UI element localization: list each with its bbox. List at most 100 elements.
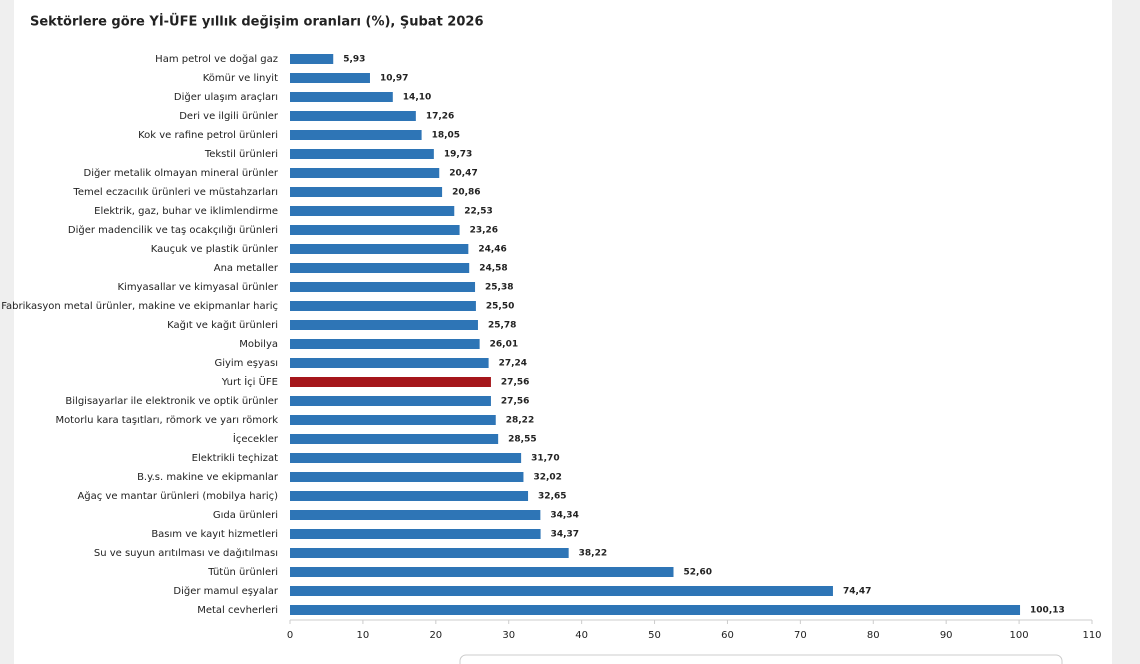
value-label: 25,38 bbox=[485, 283, 513, 293]
value-label: 52,60 bbox=[684, 568, 712, 578]
bar bbox=[290, 73, 370, 83]
bar bbox=[290, 244, 469, 254]
value-label: 32,65 bbox=[538, 492, 566, 502]
value-label: 100,13 bbox=[1030, 606, 1065, 616]
bar bbox=[290, 548, 569, 558]
value-label: 27,56 bbox=[501, 397, 529, 407]
category-label: Fabrikasyon metal ürünler, makine ve eki… bbox=[1, 301, 278, 312]
category-label: Metal cevherleri bbox=[197, 605, 278, 616]
category-label: Ana metaller bbox=[214, 263, 279, 274]
x-tick-label: 80 bbox=[867, 630, 880, 641]
category-label: Gıda ürünleri bbox=[213, 510, 278, 521]
category-label: Tütün ürünleri bbox=[207, 567, 278, 578]
category-label: Deri ve ilgili ürünler bbox=[179, 111, 279, 122]
bar bbox=[290, 111, 416, 121]
category-label: Motorlu kara taşıtları, römork ve yarı r… bbox=[55, 415, 278, 426]
x-tick-label: 50 bbox=[648, 630, 661, 641]
x-tick-label: 110 bbox=[1082, 630, 1101, 641]
value-label: 28,55 bbox=[508, 435, 536, 445]
x-tick-label: 10 bbox=[357, 630, 370, 641]
bar bbox=[290, 206, 455, 216]
bar bbox=[290, 187, 443, 197]
category-label: Ağaç ve mantar ürünleri (mobilya hariç) bbox=[77, 490, 278, 502]
bar bbox=[290, 263, 470, 273]
bar bbox=[290, 605, 1021, 615]
x-tick-label: 60 bbox=[721, 630, 734, 641]
value-label: 18,05 bbox=[432, 131, 460, 141]
category-label: Kauçuk ve plastik ürünler bbox=[151, 244, 279, 255]
category-label: Yurt İçi ÜFE bbox=[221, 375, 278, 388]
category-label: Kömür ve linyit bbox=[203, 73, 278, 84]
category-label: Giyim eşyası bbox=[214, 358, 278, 369]
value-label: 26,01 bbox=[490, 340, 518, 350]
x-tick-label: 0 bbox=[287, 630, 293, 641]
category-label: Kağıt ve kağıt ürünleri bbox=[167, 319, 278, 331]
value-label: 34,37 bbox=[551, 530, 579, 540]
category-label: Diğer mamul eşyalar bbox=[173, 585, 278, 597]
value-label: 27,56 bbox=[501, 378, 529, 388]
category-label: Tekstil ürünleri bbox=[204, 149, 278, 160]
value-label: 74,47 bbox=[843, 587, 871, 597]
value-label: 24,58 bbox=[479, 264, 507, 274]
bottom-panel bbox=[459, 654, 1063, 664]
category-label: Temel eczacılık ürünleri ve müstahzarlar… bbox=[72, 187, 278, 198]
value-label: 32,02 bbox=[533, 473, 561, 483]
category-label: Kok ve rafine petrol ürünleri bbox=[138, 130, 278, 141]
bar bbox=[290, 339, 480, 349]
bar bbox=[290, 92, 393, 102]
bar bbox=[290, 149, 434, 159]
x-tick-label: 90 bbox=[940, 630, 953, 641]
x-tick-label: 40 bbox=[575, 630, 588, 641]
value-label: 23,26 bbox=[470, 226, 498, 236]
bar bbox=[290, 225, 460, 235]
bar bbox=[290, 301, 476, 311]
category-label: B.y.s. makine ve ekipmanlar bbox=[137, 472, 279, 483]
value-label: 28,22 bbox=[506, 416, 534, 426]
value-label: 20,47 bbox=[449, 169, 477, 179]
x-tick-label: 20 bbox=[429, 630, 442, 641]
category-label: Kimyasallar ve kimyasal ürünler bbox=[117, 282, 278, 293]
category-label: Basım ve kayıt hizmetleri bbox=[151, 529, 278, 540]
bar bbox=[290, 529, 541, 539]
value-label: 22,53 bbox=[464, 207, 492, 217]
bar bbox=[290, 510, 541, 520]
category-label: İçecekler bbox=[233, 432, 279, 445]
category-label: Diğer metalik olmayan mineral ürünler bbox=[84, 167, 279, 179]
value-label: 14,10 bbox=[403, 93, 431, 103]
x-tick-label: 100 bbox=[1010, 630, 1029, 641]
bar bbox=[290, 491, 529, 501]
bar bbox=[290, 320, 478, 330]
category-label: Elektrikli teçhizat bbox=[192, 453, 278, 464]
value-label: 24,46 bbox=[478, 245, 506, 255]
bar bbox=[290, 358, 489, 368]
value-label: 19,73 bbox=[444, 150, 472, 160]
value-label: 17,26 bbox=[426, 112, 454, 122]
value-label: 25,78 bbox=[488, 321, 516, 331]
category-label: Elektrik, gaz, buhar ve iklimlendirme bbox=[94, 206, 278, 217]
bar bbox=[290, 54, 334, 64]
bar bbox=[290, 130, 422, 140]
bar bbox=[290, 377, 491, 387]
value-label: 34,34 bbox=[550, 511, 578, 521]
value-label: 10,97 bbox=[380, 74, 408, 84]
value-label: 27,24 bbox=[499, 359, 527, 369]
bar bbox=[290, 434, 499, 444]
value-label: 20,86 bbox=[452, 188, 480, 198]
category-label: Diğer ulaşım araçları bbox=[174, 91, 278, 103]
bar bbox=[290, 396, 491, 406]
bar bbox=[290, 586, 833, 596]
category-label: Ham petrol ve doğal gaz bbox=[155, 53, 278, 65]
category-label: Mobilya bbox=[239, 339, 278, 350]
bar bbox=[290, 567, 674, 577]
category-label: Diğer madencilik ve taş ocakçılığı ürünl… bbox=[68, 224, 278, 236]
bar bbox=[290, 453, 522, 463]
value-label: 31,70 bbox=[531, 454, 559, 464]
value-label: 25,50 bbox=[486, 302, 514, 312]
value-label: 38,22 bbox=[579, 549, 607, 559]
category-label: Bilgisayarlar ile elektronik ve optik ür… bbox=[65, 396, 278, 407]
bar bbox=[290, 415, 496, 425]
category-label: Su ve suyun arıtılması ve dağıtılması bbox=[94, 547, 278, 559]
x-tick-label: 70 bbox=[794, 630, 807, 641]
